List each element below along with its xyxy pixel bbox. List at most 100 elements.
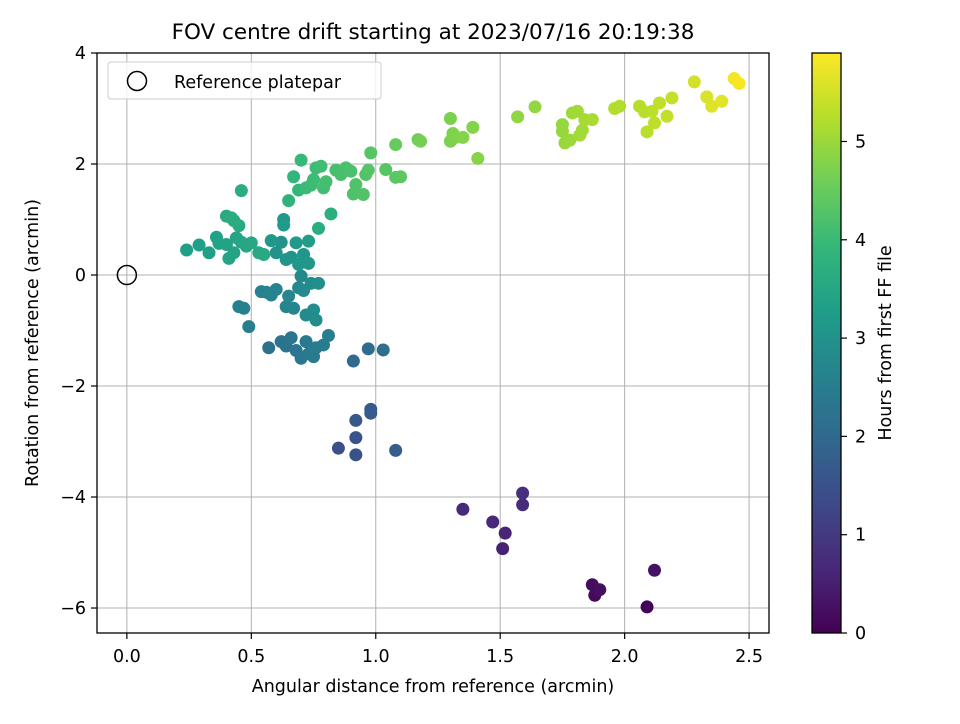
data-point (257, 247, 271, 261)
data-point (309, 313, 323, 327)
data-point (202, 246, 216, 260)
data-point (732, 77, 746, 91)
data-point (516, 486, 530, 500)
y-axis-ticks: −6 −4 −2 0 2 4 (60, 44, 97, 619)
data-point (555, 124, 569, 138)
data-point (414, 134, 428, 148)
reference-layer (116, 264, 138, 286)
y-tick-label: 4 (75, 44, 86, 64)
data-point (274, 235, 288, 249)
data-point (180, 243, 194, 257)
data-point (715, 94, 729, 108)
colorbar-tick-label: 3 (855, 329, 866, 349)
data-point (486, 515, 500, 529)
data-point (456, 130, 470, 144)
data-point (234, 184, 248, 198)
x-axis-label: Angular distance from reference (arcmin) (252, 677, 615, 697)
data-point (344, 164, 358, 178)
data-point (563, 133, 577, 147)
data-point (312, 221, 326, 235)
data-point (307, 173, 321, 187)
plot-frame (96, 52, 770, 634)
data-point (192, 238, 206, 252)
data-point (349, 178, 363, 192)
colorbar-label: Hours from first FF file (876, 245, 896, 440)
data-point (376, 343, 390, 357)
colorbar-ticks: 0 1 2 3 4 5 (841, 132, 866, 644)
reference-platepar-marker (116, 264, 138, 286)
data-point (227, 246, 241, 260)
data-point (349, 448, 363, 462)
x-tick-label: 1.0 (362, 647, 390, 667)
data-point (349, 431, 363, 445)
data-point (282, 194, 296, 208)
data-point (570, 104, 584, 118)
data-point (307, 303, 321, 317)
colorbar-tick-label: 0 (855, 624, 866, 644)
data-point (349, 413, 363, 427)
data-point (648, 116, 662, 130)
y-tick-label: 0 (75, 266, 86, 286)
y-tick-label: 2 (75, 155, 86, 175)
data-point (264, 234, 278, 248)
data-point (575, 123, 589, 137)
data-point (645, 104, 659, 118)
data-point (389, 138, 403, 152)
data-point (516, 498, 530, 512)
data-point (389, 443, 403, 457)
data-point (652, 96, 666, 110)
data-point (302, 256, 316, 270)
data-point (361, 163, 375, 177)
legend-marker-reference (126, 70, 148, 92)
data-point (364, 146, 378, 160)
data-point (456, 502, 470, 516)
data-point (705, 99, 719, 113)
x-tick-label: 1.5 (486, 647, 514, 667)
points-layer (180, 72, 746, 614)
data-point (364, 406, 378, 420)
data-point (346, 354, 360, 368)
data-point (287, 170, 301, 184)
data-point (361, 342, 375, 356)
plot-background (97, 53, 769, 633)
y-axis-label: Rotation from reference (arcmin) (23, 199, 43, 487)
data-point (294, 269, 308, 283)
data-point (585, 113, 599, 127)
colorbar-tick-label: 5 (855, 132, 866, 152)
chart-title: FOV centre drift starting at 2023/07/16 … (172, 20, 695, 45)
data-point (244, 236, 258, 250)
x-tick-label: 2.5 (735, 647, 763, 667)
data-point (299, 335, 313, 349)
data-point (302, 234, 316, 248)
data-point (284, 331, 298, 345)
data-point (379, 163, 393, 177)
data-point (640, 125, 654, 139)
colorbar-gradient (811, 52, 842, 634)
data-point (294, 153, 308, 167)
data-point (331, 441, 345, 455)
data-point (282, 289, 296, 303)
data-point (237, 301, 251, 315)
data-point (319, 175, 333, 189)
data-point (660, 109, 674, 123)
data-point (443, 111, 457, 125)
data-point (466, 120, 480, 134)
data-point (277, 218, 291, 232)
legend-box (107, 61, 382, 100)
x-tick-label: 0.5 (237, 647, 265, 667)
data-point (665, 91, 679, 105)
colorbar-tick-label: 2 (855, 427, 866, 447)
data-point (219, 237, 233, 251)
x-tick-label: 2.0 (611, 647, 639, 667)
data-point (496, 542, 510, 556)
data-point (356, 188, 370, 202)
data-point (312, 276, 326, 290)
data-point (242, 320, 256, 334)
data-point (528, 100, 542, 114)
data-point (640, 600, 654, 614)
data-point (394, 170, 408, 184)
y-tick-label: −4 (60, 488, 86, 508)
data-point (292, 257, 306, 271)
colorbar-tick-label: 4 (855, 231, 866, 251)
